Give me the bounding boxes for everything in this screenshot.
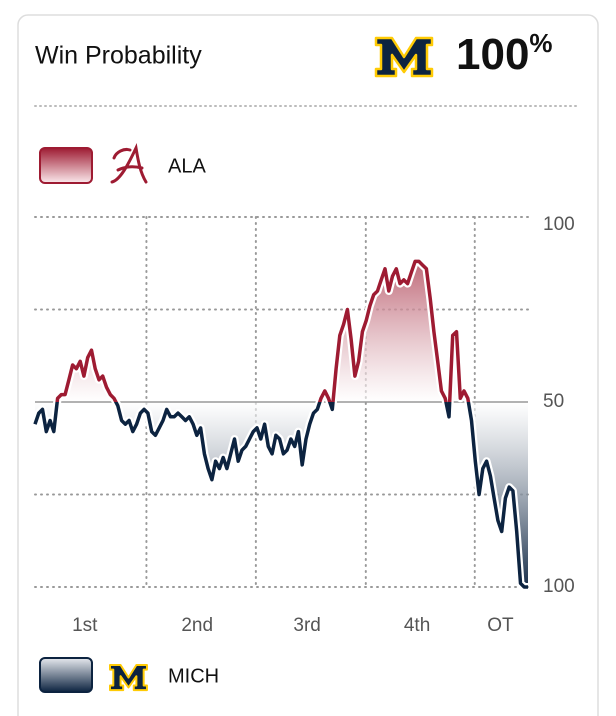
legend-label: ALA — [168, 155, 206, 177]
x-tick-label: 2nd — [181, 615, 213, 636]
legend-swatch-ala — [39, 147, 93, 184]
pct-sign: % — [529, 28, 552, 58]
win-prob-line — [33, 259, 528, 589]
x-tick-label: 4th — [404, 615, 430, 636]
ala-logo — [110, 143, 148, 184]
x-tick-label: 3rd — [293, 615, 320, 636]
x-tick-label: OT — [487, 615, 514, 636]
mich-logo-small — [109, 664, 148, 692]
y-tick-label: 100 — [543, 214, 575, 235]
area — [35, 261, 528, 587]
mich-logo — [374, 36, 434, 78]
win-pct: 100% — [456, 28, 553, 79]
card — [17, 14, 599, 716]
x-tick-label: 1st — [72, 615, 98, 636]
plot: 1st 2nd 3rd 4th OT 100 50 100 — [31, 214, 575, 636]
legend-label: MICH — [168, 665, 219, 687]
legend-swatch-mich — [39, 657, 93, 693]
title: Win Probability — [35, 42, 202, 70]
y-tick-label: 100 — [543, 576, 575, 597]
y-tick-label: 50 — [543, 391, 564, 412]
win-pct-value: 100 — [456, 30, 529, 79]
